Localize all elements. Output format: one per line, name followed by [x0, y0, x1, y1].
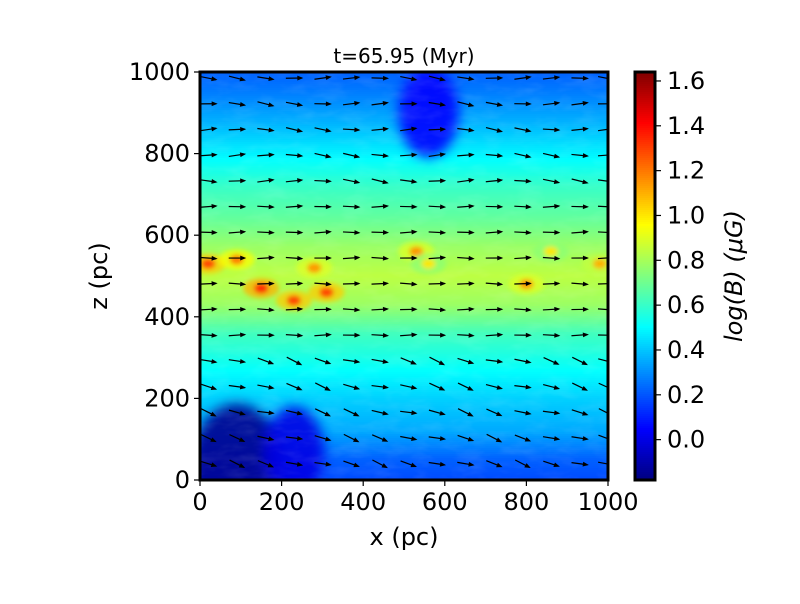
- colorbar-gradient: [635, 72, 655, 481]
- x-tick-label: 200: [259, 488, 305, 516]
- hotspot: [287, 295, 301, 305]
- vector-arrow-head: [609, 462, 615, 467]
- x-tick-label: 0: [192, 488, 207, 516]
- y-tick-label: 400: [144, 303, 190, 331]
- vector-arrow-head: [609, 101, 615, 106]
- hotspot: [421, 259, 435, 269]
- colorbar-tick-label: 1.2: [667, 157, 705, 185]
- plot-area: [190, 68, 618, 524]
- vector-arrow-shaft: [598, 206, 614, 207]
- vector-arrow-shaft: [598, 232, 614, 233]
- colorbar-tick-label: 1.4: [667, 112, 705, 140]
- colorbar: 0.0 0.2 0.4 0.6 0.8 1.0 1.2 1.4 1.6 log(B) (μG): [635, 67, 748, 481]
- colorbar-tick-label: 1.6: [667, 67, 705, 95]
- hotspot: [593, 259, 607, 269]
- y-tick-label: 0: [175, 466, 190, 494]
- y-tick-label: 600: [144, 221, 190, 249]
- chart-title: t=65.95 (Myr): [333, 44, 474, 68]
- y-axis: 0 200 400 600 800 1000: [129, 58, 200, 494]
- turbulence-texture: [200, 72, 608, 480]
- colorbar-tick-label: 1.0: [667, 201, 705, 229]
- colorbar-tick-label: 0.4: [667, 336, 705, 364]
- vector-arrow-head: [609, 281, 615, 286]
- x-tick-label: 600: [422, 488, 468, 516]
- x-tick-label: 800: [503, 488, 549, 516]
- vector-arrow-head: [609, 307, 615, 312]
- vector-arrow-head: [609, 127, 615, 132]
- colorbar-tick-label: 0.8: [667, 246, 705, 274]
- hotspot: [544, 247, 558, 257]
- y-axis-label: z (pc): [85, 242, 113, 309]
- vector-arrow-head: [609, 204, 615, 209]
- x-tick-label: 1000: [577, 488, 638, 516]
- vector-arrow-shaft: [598, 283, 614, 284]
- x-axis: 0 200 400 600 800 1000: [192, 480, 638, 516]
- hotspot: [307, 263, 321, 273]
- vector-arrow-head: [609, 179, 615, 184]
- y-tick-label: 200: [144, 384, 190, 412]
- colorbar-ticks: 0.0 0.2 0.4 0.6 0.8 1.0 1.2 1.4 1.6: [655, 67, 705, 454]
- colorbar-tick-label: 0.2: [667, 381, 705, 409]
- hotspot: [319, 287, 333, 297]
- vector-arrow-head: [609, 230, 615, 235]
- y-tick-label: 1000: [129, 58, 190, 86]
- hotspot: [201, 259, 215, 269]
- colorbar-tick-label: 0.6: [667, 291, 705, 319]
- colorbar-label: log(B) (μG): [720, 210, 748, 342]
- vector-arrow-head: [609, 255, 615, 260]
- vector-arrow-head: [609, 153, 615, 158]
- vector-arrow-head: [609, 76, 615, 81]
- x-axis-label: x (pc): [370, 523, 439, 551]
- y-tick-label: 800: [144, 140, 190, 168]
- vector-arrow-head: [609, 333, 615, 338]
- x-tick-label: 400: [340, 488, 386, 516]
- vector-arrow-head: [609, 359, 615, 364]
- colorbar-tick-label: 0.0: [667, 426, 705, 454]
- hotspot: [254, 283, 268, 293]
